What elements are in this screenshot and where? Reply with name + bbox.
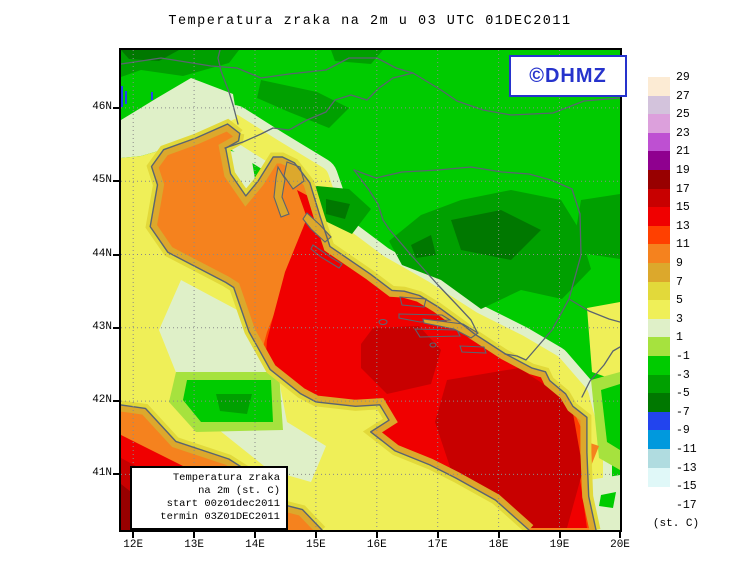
colorbar-label: 19 [676, 164, 690, 177]
colorbar-cell [648, 114, 670, 134]
info-line-start: start 00z01dec2011 [166, 498, 280, 510]
lat-tick [113, 326, 119, 329]
country-borders [121, 50, 620, 398]
colorbar-label: -5 [676, 387, 690, 401]
lon-axis-label: 14E [245, 539, 265, 551]
colorbar-cell [648, 77, 670, 97]
coastal-warm-bands [212, 105, 612, 513]
lat-tick [113, 400, 119, 403]
colorbar-cell [648, 151, 670, 171]
lat-axis-label: 44N [92, 247, 112, 260]
southeast-land-patches [567, 302, 620, 530]
run-info-box: Temperatura zraka na 2m (st. C) start 00… [130, 466, 288, 530]
colorbar-label: 9 [676, 257, 683, 270]
lon-tick [436, 532, 439, 538]
lon-tick [558, 532, 561, 538]
colorbar-label: -7 [676, 405, 690, 419]
map-frame [119, 48, 622, 532]
lat-axis-label: 46N [92, 100, 112, 113]
colorbar-label: 25 [676, 108, 690, 122]
colorbar-cell [648, 467, 670, 487]
colorbar-cell [648, 411, 670, 431]
colorbar-label: -17 [676, 498, 697, 512]
colorbar-label: 29 [676, 71, 690, 84]
lon-tick [254, 532, 256, 538]
lat-tick [113, 180, 119, 183]
colorbar-label: 11 [676, 238, 690, 252]
lon-tick [314, 532, 317, 538]
colorbar-label: 23 [676, 126, 690, 140]
colorbar-cell [648, 281, 670, 301]
lon-tick [619, 532, 621, 538]
lat-axis-label: 42N [92, 394, 112, 407]
colorbar-cell [648, 337, 670, 357]
colorbar-label: -1 [676, 350, 690, 363]
lon-tick [132, 532, 135, 538]
lon-tick [497, 532, 500, 538]
lon-tick [375, 532, 378, 538]
lon-axis-label: 15E [305, 539, 326, 551]
river-marks [121, 86, 153, 107]
colorbar-label: -15 [676, 480, 697, 494]
copyright-badge: ©DHMZ [509, 55, 627, 97]
lon-axis-label: 20E [610, 539, 630, 551]
lon-axis-label: 18E [488, 539, 509, 551]
info-line-termin: termin 03Z01DEC2011 [160, 511, 280, 523]
lon-axis-label: 12E [123, 539, 144, 551]
colorbar-label: 17 [676, 182, 690, 196]
copyright-label: ©DHMZ [529, 64, 607, 87]
colorbar-label: 3 [676, 312, 683, 326]
lat-tick [113, 473, 119, 476]
colorbar-cell [648, 244, 670, 264]
lon-tick [193, 532, 196, 538]
lat-tick [113, 253, 119, 256]
colorbar-cell [648, 95, 670, 115]
lon-axis-label: 13E [184, 539, 204, 551]
colorbar-cell [648, 374, 670, 394]
highland-cold-patches [121, 50, 620, 309]
colorbar-label: 15 [676, 201, 690, 215]
colorbar-label: -9 [676, 424, 690, 438]
colorbar-unit-label: (st. C) [652, 518, 700, 530]
colorbar-cell [648, 263, 670, 283]
colorbar-cell [648, 356, 670, 376]
colorbar-label: 7 [676, 275, 683, 289]
info-line-variable: Temperatura zraka [172, 472, 280, 484]
colorbar-label: 21 [676, 145, 690, 159]
lon-axis-label: 16E [366, 539, 387, 551]
lon-axis-label: 17E [427, 539, 448, 551]
info-line-level: na 2m (st. C) [198, 485, 280, 497]
colorbar-cell [648, 170, 670, 190]
lat-axis-label: 41N [92, 467, 112, 480]
temperature-colorbar: 29 27 25 23 21 19 17 15 13 11 9 7 5 3 1 -1 -3 -5 -7 -9 -11 -1… [648, 71, 708, 547]
colorbar-cell [648, 207, 670, 227]
colorbar-cell [648, 393, 670, 413]
lat-axis-label: 45N [92, 174, 112, 187]
colorbar-label: -3 [676, 368, 690, 382]
colorbar-cell [648, 449, 670, 469]
colorbar-cell [648, 132, 670, 152]
colorbar-cell [648, 225, 670, 245]
colorbar-label: 27 [676, 89, 690, 103]
lat-axis-label: 43N [92, 320, 112, 333]
colorbar-cell [648, 430, 670, 450]
graticule-grid [121, 50, 620, 530]
colorbar-label: 5 [676, 294, 683, 308]
lat-tick [113, 106, 119, 109]
colorbar-cell [648, 300, 670, 320]
temperature-map-canvas [121, 50, 620, 530]
map-title: Temperatura zraka na 2m u 03 UTC 01DEC20… [168, 14, 572, 29]
colorbar-label: 13 [676, 219, 690, 233]
colorbar-label: -11 [676, 443, 697, 456]
colorbar-cell [648, 188, 670, 208]
colorbar-label: 1 [676, 331, 683, 345]
colorbar-cell [648, 318, 670, 338]
lon-axis-label: 19E [549, 539, 570, 551]
colorbar-label: -13 [676, 461, 697, 475]
